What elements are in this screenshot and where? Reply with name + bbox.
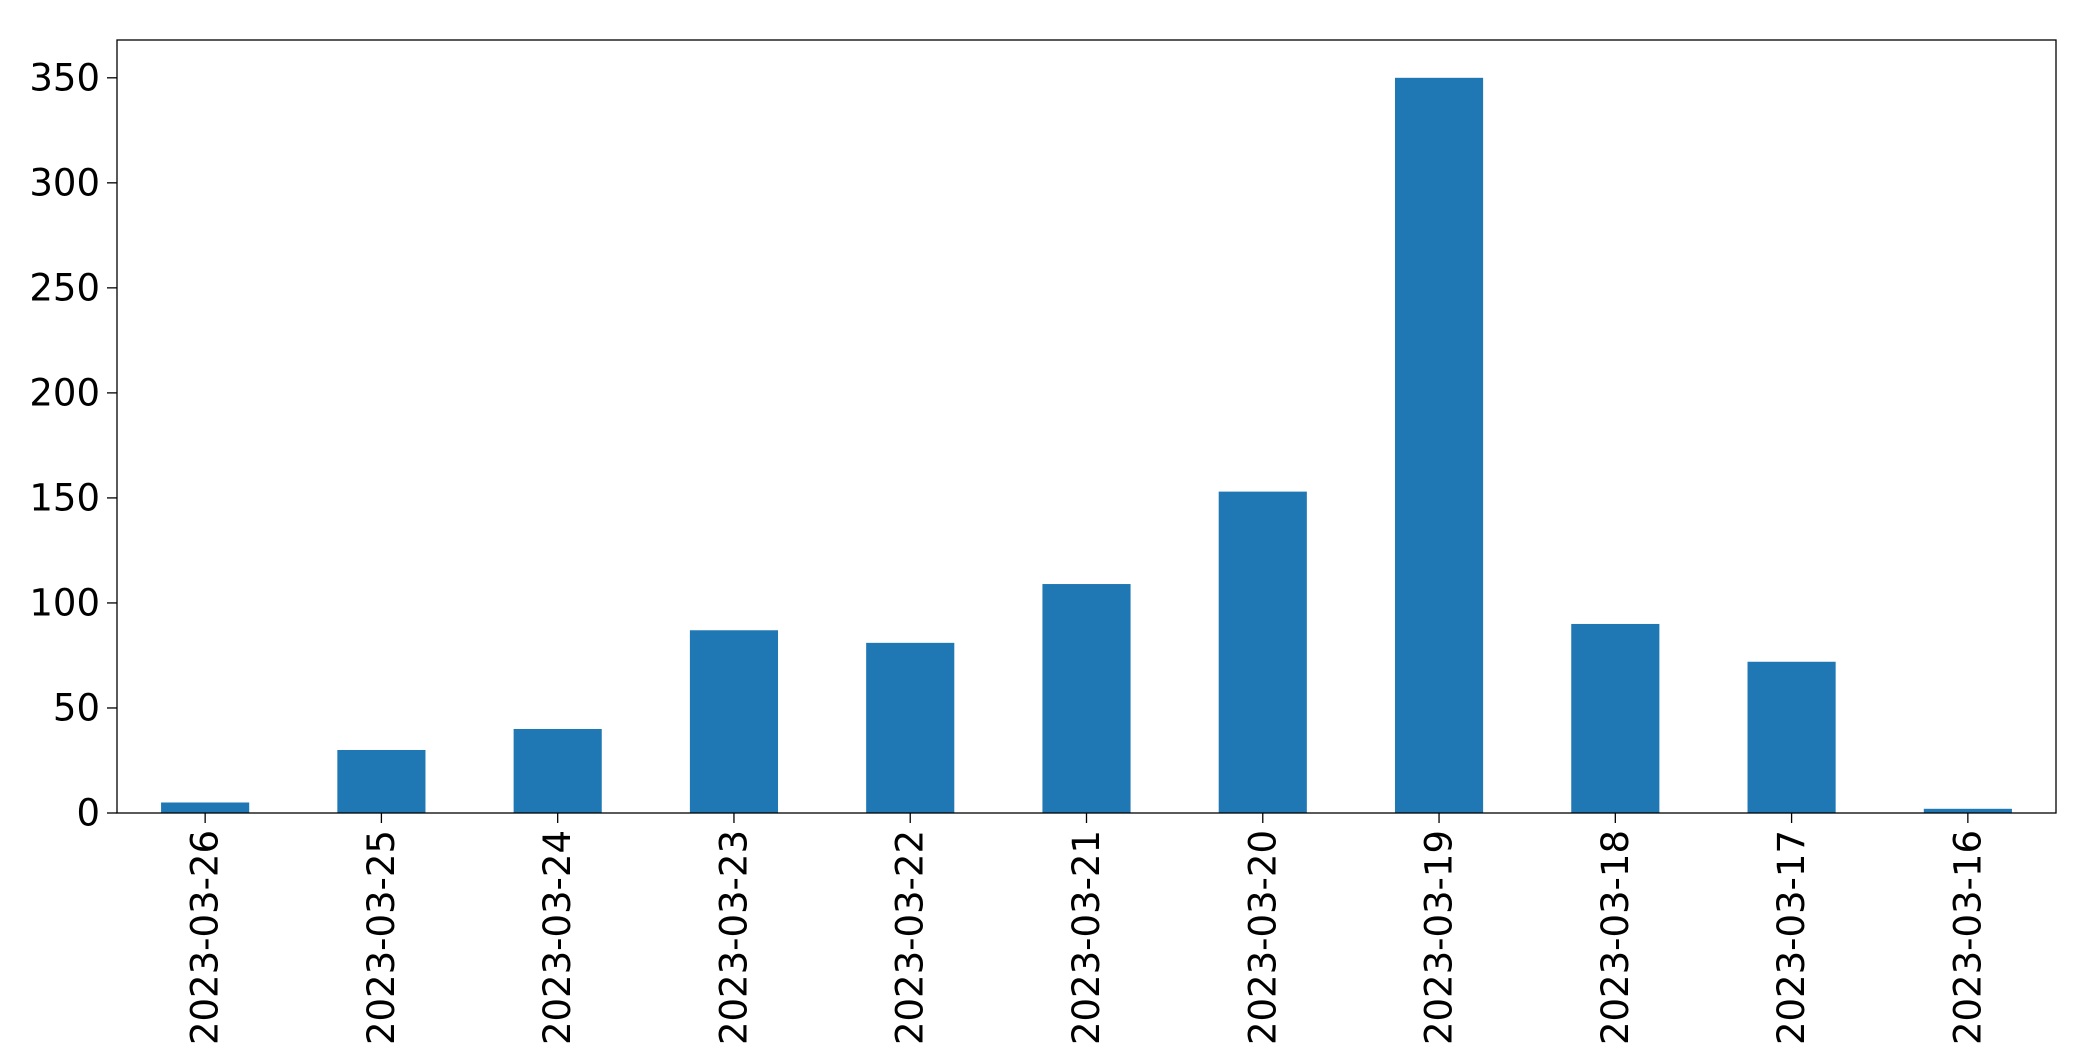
y-tick-label: 0 xyxy=(76,792,100,835)
bars-layer xyxy=(161,77,2012,813)
bar-2023-03-24 xyxy=(513,728,602,813)
bar-2023-03-16 xyxy=(1923,808,2012,813)
bar-2023-03-17 xyxy=(1747,661,1836,813)
x-tick-label: 2023-03-16 xyxy=(1946,830,1989,1045)
y-tick-label: 300 xyxy=(29,161,100,204)
y-tick-label: 250 xyxy=(29,266,100,309)
bar-2023-03-18 xyxy=(1571,623,1660,813)
y-tick-label: 100 xyxy=(29,581,100,624)
y-tick-label: 200 xyxy=(29,371,100,414)
x-tick-label: 2023-03-24 xyxy=(536,830,579,1045)
bar-2023-03-23 xyxy=(689,630,779,813)
bar-2023-03-25 xyxy=(337,749,426,813)
x-tick-label: 2023-03-19 xyxy=(1418,830,1461,1045)
bar-2023-03-19 xyxy=(1394,77,1484,813)
bar-2023-03-21 xyxy=(1042,584,1131,813)
x-tick-label: 2023-03-17 xyxy=(1770,830,1813,1045)
bar-2023-03-22 xyxy=(866,642,955,813)
x-tick-label: 2023-03-20 xyxy=(1241,830,1284,1045)
plot-frame xyxy=(116,39,2057,814)
y-tick-label: 350 xyxy=(29,56,100,99)
y-tick-label: 50 xyxy=(53,686,100,729)
x-tick-label: 2023-03-26 xyxy=(184,830,227,1045)
x-tick-label: 2023-03-25 xyxy=(360,830,403,1045)
x-tick-label: 2023-03-22 xyxy=(889,830,932,1045)
x-tick-label: 2023-03-18 xyxy=(1594,830,1637,1045)
bar-2023-03-20 xyxy=(1218,491,1307,813)
x-tick-label: 2023-03-23 xyxy=(712,830,755,1045)
y-axis: 0 50 100 150 200 250 300 350 xyxy=(29,56,117,835)
bar-2023-03-26 xyxy=(161,802,250,813)
y-tick-label: 150 xyxy=(29,476,100,519)
x-axis: 2023-03-26 2023-03-25 2023-03-24 2023-03-23… xyxy=(184,813,1989,1045)
x-tick-label: 2023-03-21 xyxy=(1065,830,1108,1045)
